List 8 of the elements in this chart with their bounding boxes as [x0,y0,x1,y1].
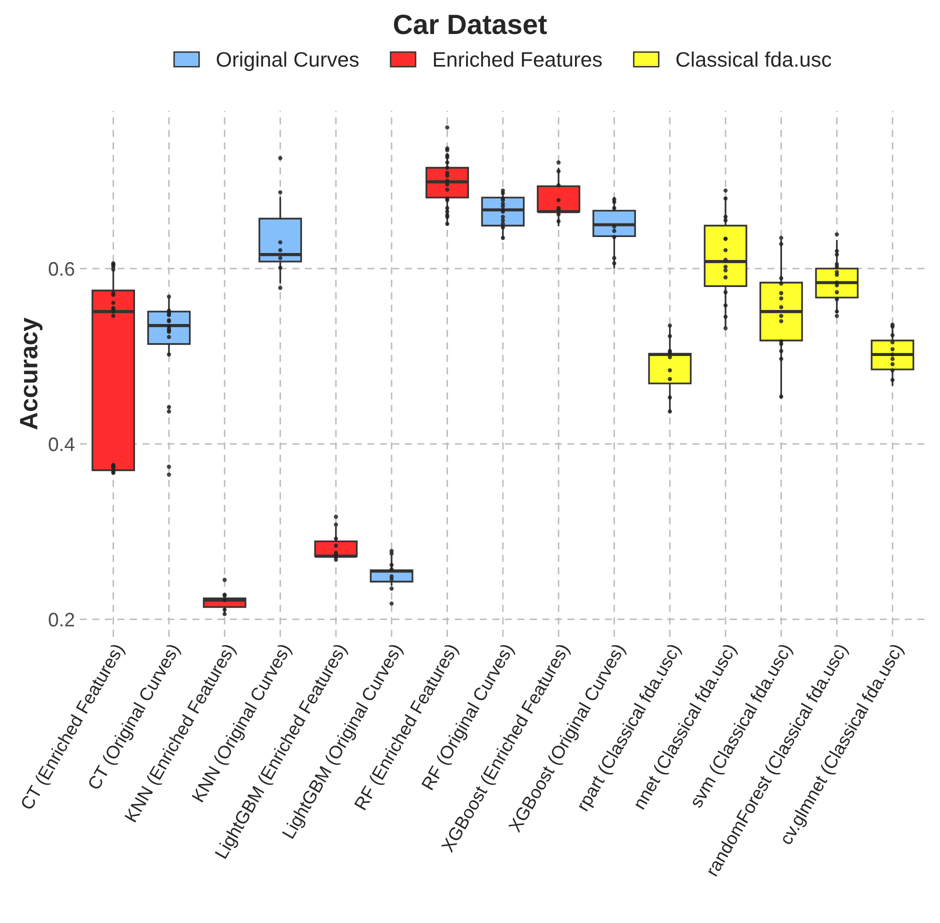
legend-label: Classical fda.usc [676,52,832,67]
legend-label: Original Curves [216,52,359,71]
y-tick-label: 0.4 [48,437,74,452]
chart-title: Car Dataset [394,14,547,34]
y-tick-label: 0.6 [48,262,74,276]
legend-label: Enriched Features [434,52,602,67]
y-tick-label: 0.2 [48,612,74,627]
y-axis-title: Accuracy [20,318,42,430]
